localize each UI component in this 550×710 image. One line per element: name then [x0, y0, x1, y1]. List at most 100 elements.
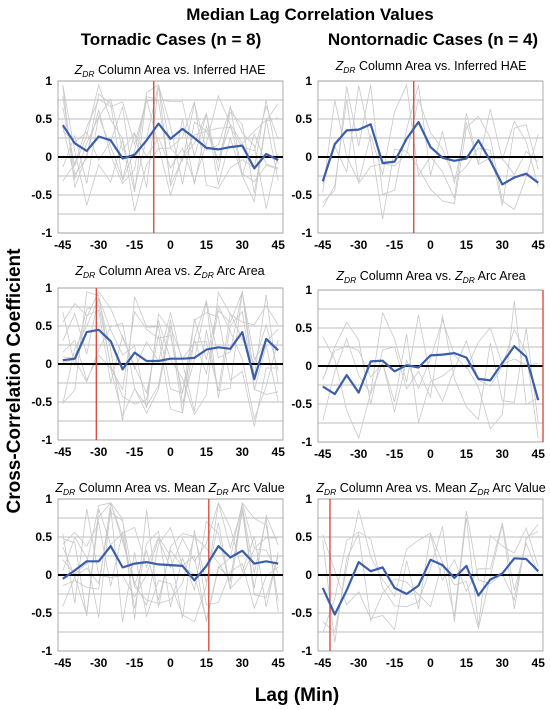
z-symbol: Z: [315, 481, 324, 495]
dr-subscript: DR: [463, 275, 475, 285]
x-tick-label: -45: [54, 656, 72, 670]
dr-subscript: DR: [83, 270, 95, 280]
case-line: [322, 525, 539, 643]
case-line: [62, 84, 279, 194]
title-text: Column Area vs. Inferred HAE: [95, 63, 266, 77]
title-text: Column Area vs. Inferred HAE: [356, 59, 527, 73]
x-tick-label: -15: [386, 447, 404, 461]
y-tick-label: -1: [301, 644, 312, 658]
z-symbol: Z: [469, 481, 478, 495]
median-line: [62, 544, 279, 582]
x-tick-label: 15: [460, 447, 474, 461]
y-tick-label: -1: [41, 226, 52, 240]
x-tick-label: 30: [236, 238, 250, 252]
title-text: Arc Area: [214, 264, 265, 278]
y-tick-label: 0.5: [35, 319, 52, 333]
x-tick-label: 15: [200, 445, 214, 459]
dr-subscript: DR: [63, 487, 75, 497]
y-tick-label: 0: [45, 357, 52, 371]
median-line: [61, 122, 279, 170]
case-line: [62, 508, 279, 619]
y-tick-label: -1: [301, 226, 312, 240]
panel-title: ZDR Column Area vs. Inferred HAE: [335, 59, 527, 75]
y-tick-label: -1: [41, 433, 52, 447]
x-tick-label: 15: [460, 238, 474, 252]
case-line: [322, 522, 539, 631]
y-tick-label: -0.5: [31, 606, 52, 620]
x-tick-label: 0: [427, 238, 434, 252]
case-line: [62, 291, 279, 427]
dr-subscript: DR: [324, 487, 336, 497]
panel-6: ZDR Column Area vs. Mean ZDR Arc Value-1…: [291, 481, 545, 670]
x-tick-label: -45: [314, 238, 332, 252]
case-line: [62, 502, 279, 623]
dr-subscript: DR: [82, 69, 94, 79]
case-line: [62, 84, 279, 212]
y-tick-label: 0.5: [295, 321, 312, 335]
y-tick-label: 0: [305, 568, 312, 582]
case-line: [62, 312, 279, 415]
x-tick-label: 15: [460, 656, 474, 670]
dr-subscript: DR: [216, 487, 228, 497]
median-line: [321, 557, 539, 616]
y-tick-label: -1: [41, 644, 52, 658]
panel-5: ZDR Column Area vs. Mean ZDR Arc Value -1…: [31, 481, 285, 670]
dr-subscript: DR: [343, 65, 355, 75]
case-line: [322, 315, 539, 424]
case-line: [62, 94, 279, 184]
dr-subscript: DR: [344, 275, 356, 285]
x-tick-label: -15: [386, 656, 404, 670]
y-tick-label: 0: [45, 150, 52, 164]
x-tick-label: -45: [314, 447, 332, 461]
case-line: [62, 291, 279, 412]
x-tick-label: 0: [427, 656, 434, 670]
x-axis-label: Lag (Min): [255, 685, 339, 706]
y-tick-label: -0.5: [291, 606, 312, 620]
z-symbol: Z: [208, 481, 217, 495]
y-tick-label: -1: [301, 435, 312, 449]
z-symbol: Z: [74, 63, 83, 77]
title-text: Arc Value: [490, 481, 546, 495]
case-line: [322, 300, 539, 430]
case-line: [62, 509, 279, 609]
x-tick-label: 0: [167, 445, 174, 459]
z-symbol: Z: [335, 59, 344, 73]
x-tick-label: 45: [272, 238, 286, 252]
x-tick-label: 45: [532, 447, 546, 461]
panel-title: ZDR Column Area vs. Inferred HAE: [74, 63, 266, 79]
figure-title: Median Lag Correlation Values: [186, 5, 434, 24]
y-tick-label: -0.5: [31, 188, 52, 202]
panel-2: ZDR Column Area vs. Inferred HAE -1 -0.5 0 0…: [291, 59, 545, 252]
panel-title: ZDR Column Area vs. Mean ZDR Arc Value: [54, 481, 284, 497]
y-tick-label: 0: [45, 568, 52, 582]
x-tick-label: -15: [386, 238, 404, 252]
x-tick-label: 30: [496, 238, 510, 252]
y-tick-label: -0.5: [291, 397, 312, 411]
panel-3: ZDR Column Area vs. ZDR Arc Area-1-0.500…: [31, 264, 285, 459]
y-tick-label: 0.5: [35, 530, 52, 544]
x-tick-label: -30: [90, 445, 108, 459]
y-tick-label: 0: [305, 359, 312, 373]
column-title-nontornadic: Nontornadic Cases (n = 4): [328, 30, 538, 49]
panel-title: ZDR Column Area vs. ZDR Arc Area: [74, 264, 264, 280]
case-line: [322, 97, 539, 208]
y-tick-label: 1: [45, 281, 52, 295]
case-line: [322, 311, 539, 440]
x-tick-label: -30: [350, 447, 368, 461]
dr-subscript: DR: [202, 270, 214, 280]
x-tick-label: 30: [496, 656, 510, 670]
median-line: [321, 120, 539, 186]
title-text: Arc Area: [475, 269, 526, 283]
title-text: Column Area vs. Mean: [75, 481, 208, 495]
y-tick-label: 0.5: [295, 530, 312, 544]
title-text: Column Area vs.: [356, 269, 455, 283]
x-tick-label: 0: [167, 238, 174, 252]
x-tick-label: -45: [314, 656, 332, 670]
case-line: [62, 291, 279, 421]
x-tick-label: 45: [272, 656, 286, 670]
z-symbol: Z: [74, 264, 83, 278]
panels: ZDR Column Area vs. Inferred HAE-1-0.500…: [31, 59, 545, 670]
column-title-tornadic: Tornadic Cases (n = 8): [81, 30, 262, 49]
y-tick-label: 0.5: [35, 112, 52, 126]
